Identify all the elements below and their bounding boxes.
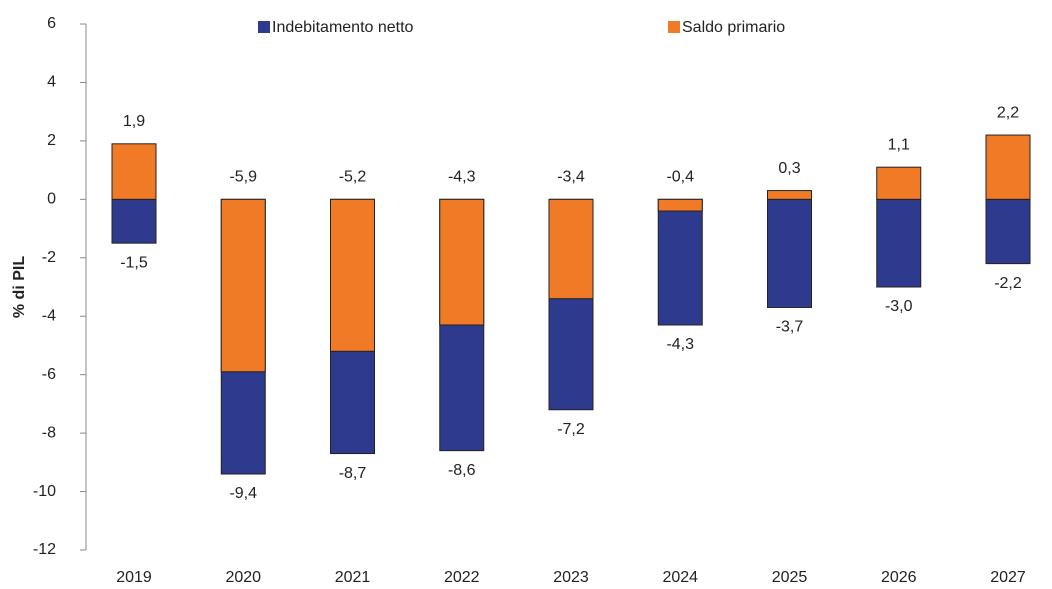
bar: [767, 190, 812, 200]
bar: [439, 198, 485, 326]
data-label: 2,2: [997, 104, 1019, 121]
data-label: 1,1: [888, 136, 910, 153]
x-tick-label: 2023: [553, 569, 589, 586]
x-tick-label: 2021: [335, 569, 371, 586]
x-tick-label: 2025: [772, 569, 808, 586]
bar: [985, 198, 1031, 265]
y-tick-label: -4: [42, 307, 56, 324]
bar: [220, 198, 266, 373]
data-label: -7,2: [557, 421, 585, 438]
x-tick-label: 2020: [225, 569, 261, 586]
x-tick-label: 2022: [444, 569, 480, 586]
data-label: 1,9: [123, 113, 145, 130]
bar: [657, 198, 703, 212]
data-label: -9,4: [229, 485, 257, 502]
x-tick-label: 2027: [990, 569, 1026, 586]
data-label: -5,2: [339, 169, 367, 186]
y-tick-label: -2: [42, 249, 56, 266]
y-tick-label: 6: [47, 15, 56, 32]
y-tick-label: 4: [47, 74, 56, 91]
data-label: -1,5: [120, 254, 148, 271]
data-label: -4,3: [448, 169, 476, 186]
legend-label: Saldo primario: [682, 19, 785, 36]
bar: [657, 198, 703, 326]
legend-swatch: [668, 21, 680, 33]
bar: [985, 134, 1031, 200]
bar: [111, 198, 157, 244]
y-tick-label: -12: [33, 541, 56, 558]
data-label: 0,3: [778, 160, 800, 177]
data-label: -8,7: [339, 465, 367, 482]
data-label: -4,3: [666, 336, 694, 353]
x-tick-label: 2026: [881, 569, 917, 586]
data-label: -3,4: [557, 169, 585, 186]
bar: [111, 143, 157, 200]
data-label: -3,0: [885, 298, 913, 315]
y-tick-label: 0: [47, 191, 56, 208]
data-label: -8,6: [448, 462, 476, 479]
bar: [767, 198, 812, 308]
legend-swatch: [258, 21, 270, 33]
data-label: -3,7: [776, 319, 804, 336]
data-label: -0,4: [666, 169, 694, 186]
x-tick-label: 2019: [116, 569, 152, 586]
bar: [876, 198, 922, 288]
y-axis-label: % di PIL: [11, 256, 28, 318]
y-tick-label: -10: [33, 483, 56, 500]
y-tick-label: -8: [42, 424, 56, 441]
bar: [876, 166, 922, 200]
x-tick-label: 2024: [662, 569, 698, 586]
legend-label: Indebitamento netto: [272, 19, 414, 36]
y-tick-label: 2: [47, 132, 56, 149]
bar: [330, 198, 375, 352]
bar: [548, 198, 594, 300]
data-label: -5,9: [229, 169, 257, 186]
data-label: -2,2: [994, 275, 1022, 292]
y-tick-label: -6: [42, 366, 56, 383]
